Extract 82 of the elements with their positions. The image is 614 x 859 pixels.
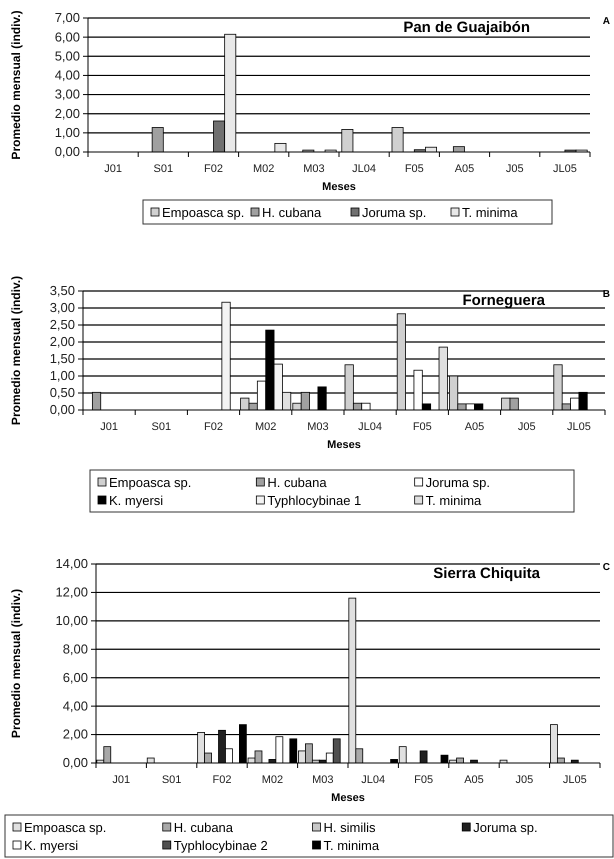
x-tick-label: A05 <box>454 162 474 175</box>
x-tick-label: M02 <box>254 420 276 433</box>
y-tick-label: 8,00 <box>62 641 88 656</box>
x-tick-label: M03 <box>312 774 334 786</box>
legend-label: H. similis <box>324 820 376 835</box>
y-axis-title: Promedio mensual (indiv.) <box>9 588 23 738</box>
legend-label: Joruma sp. <box>426 475 490 490</box>
x-tick-label: J05 <box>506 162 524 175</box>
y-tick-label: 0,50 <box>50 385 75 400</box>
x-tick-label: S01 <box>154 162 174 175</box>
y-tick-label: 14,00 <box>55 556 88 572</box>
legend-label: K. myersi <box>109 493 164 508</box>
y-tick-label: 4,00 <box>62 698 88 714</box>
x-tick-label: J05 <box>518 420 536 433</box>
x-tick-label: A05 <box>464 774 484 786</box>
legend-label: Joruma sp. <box>473 820 538 835</box>
x-axis-title: Meses <box>327 439 361 451</box>
y-tick-label: 6,00 <box>54 29 80 44</box>
x-axis-title: Meses <box>322 181 356 193</box>
legend-label: H. cubana <box>267 475 328 490</box>
legend-label: H. cubana <box>174 820 234 835</box>
y-axis-title: Promedio mensual (indiv.) <box>9 276 23 426</box>
x-tick-label: S01 <box>152 420 172 433</box>
x-tick-label: A05 <box>464 420 484 433</box>
y-tick-label: 10,00 <box>55 613 88 628</box>
y-tick-label: 7,00 <box>54 10 80 26</box>
x-tick-label: JL04 <box>352 162 376 175</box>
x-tick-label: S01 <box>162 774 182 786</box>
x-tick-label: M02 <box>252 162 274 175</box>
x-tick-label: F05 <box>414 774 434 786</box>
x-tick-label: M03 <box>307 420 329 433</box>
legend-label: Joruma sp. <box>362 205 426 220</box>
x-tick-label: F05 <box>404 162 424 175</box>
text: C <box>602 562 610 573</box>
x-tick-label: JL04 <box>361 774 386 786</box>
chart-title: Forneguera <box>462 292 546 309</box>
y-tick-label: 1,00 <box>50 368 75 384</box>
y-tick-label: 2,50 <box>50 317 75 332</box>
x-tick-label: M03 <box>303 162 325 175</box>
legend-label: T. minima <box>324 838 380 853</box>
y-tick-label: 3,50 <box>50 283 75 298</box>
y-tick-label: 2,00 <box>62 726 88 742</box>
x-tick-label: JL05 <box>562 774 587 786</box>
x-tick-label: JL05 <box>566 420 591 433</box>
x-tick-label: F05 <box>412 420 432 433</box>
y-tick-label: 4,00 <box>54 68 80 83</box>
x-tick-label: J01 <box>100 420 118 433</box>
x-tick-label: JL05 <box>552 162 577 175</box>
y-tick-label: 0,00 <box>50 402 75 418</box>
legend-label: T. minima <box>462 205 518 220</box>
x-tick-label: J01 <box>104 162 122 175</box>
y-tick-label: 1,00 <box>54 125 80 140</box>
y-tick-label: 12,00 <box>55 584 88 600</box>
x-tick-label: F02 <box>204 162 223 175</box>
x-tick-label: F02 <box>212 774 232 786</box>
x-axis-title: Meses <box>331 792 365 804</box>
y-tick-label: 2,00 <box>50 334 75 350</box>
legend-label: T. minima <box>426 493 482 508</box>
y-tick-label: 0,00 <box>54 144 80 160</box>
legend-label: Empoasca sp. <box>162 205 244 220</box>
x-tick-label: M02 <box>262 774 284 786</box>
x-tick-label: JL04 <box>358 420 382 433</box>
y-tick-label: 2,00 <box>54 106 80 121</box>
y-tick-label: 1,50 <box>50 351 75 366</box>
y-tick-label: 3,00 <box>54 86 80 102</box>
x-tick-label: J05 <box>516 774 534 786</box>
y-tick-label: 3,00 <box>50 300 75 316</box>
legend-label: Typhlocybinae 2 <box>174 838 268 853</box>
y-tick-label: 6,00 <box>62 670 88 685</box>
legend-label: Empoasca sp. <box>24 820 106 835</box>
y-axis-title: Promedio mensual (indiv.) <box>9 10 23 160</box>
legend-label: Typhlocybinae 1 <box>267 493 362 508</box>
y-tick-label: 0,00 <box>62 755 88 770</box>
legend-label: K. myersi <box>24 838 78 853</box>
y-tick-label: 5,00 <box>54 48 80 64</box>
legend-label: Empoasca sp. <box>109 475 192 490</box>
legend-label: H. cubana <box>262 205 322 220</box>
chart-title: Pan de Guajaibón <box>403 19 530 36</box>
text: A <box>602 16 610 27</box>
x-tick-label: F02 <box>204 420 223 433</box>
chart-title: Sierra Chiquita <box>433 565 541 582</box>
x-tick-label: J01 <box>112 774 130 786</box>
